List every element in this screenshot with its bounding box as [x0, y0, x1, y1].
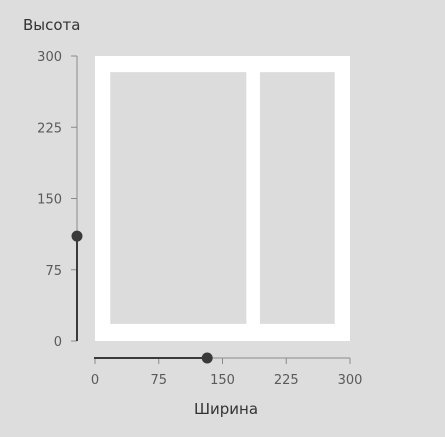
width-axis-ticks: 0 75 150 225 300: [91, 358, 363, 388]
window-pane: [110, 72, 247, 324]
height-tick-label: 150: [37, 193, 62, 208]
width-tick-label: 0: [91, 373, 99, 388]
height-tick-label: 0: [54, 335, 62, 350]
height-axis-ticks: 300 225 150 75 0: [37, 50, 77, 350]
window-pane: [259, 72, 335, 324]
height-axis-title: Высота: [23, 16, 81, 34]
height-tick-label: 75: [45, 264, 62, 279]
width-tick-label: 225: [274, 373, 299, 388]
window-preview: [95, 56, 350, 341]
height-tick-label: 225: [37, 121, 62, 136]
width-axis-title: Ширина: [194, 400, 258, 418]
width-tick-label: 300: [338, 373, 363, 388]
height-slider-handle[interactable]: [71, 230, 83, 242]
width-tick-label: 150: [210, 373, 235, 388]
height-tick-label: 300: [37, 50, 62, 65]
width-slider-handle[interactable]: [201, 352, 213, 364]
width-tick-label: 75: [150, 373, 167, 388]
